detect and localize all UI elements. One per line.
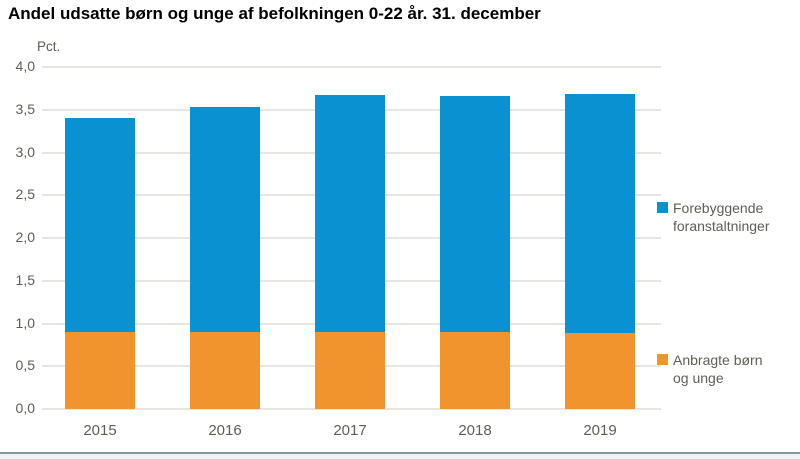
x-tick-label: 2017 <box>333 422 367 439</box>
y-tick-label: 0,0 <box>15 400 35 416</box>
legend-label: Anbragte børn og unge <box>673 352 763 386</box>
y-axis-unit-label: Pct. <box>37 39 61 54</box>
bar-segment-2017 <box>315 332 385 409</box>
legend-swatch-blue-icon <box>657 202 668 213</box>
y-tick-label: 0,5 <box>15 357 35 374</box>
gridline <box>42 66 661 68</box>
x-tick-label: 2016 <box>208 422 242 439</box>
y-tick-label: 1,5 <box>15 271 35 288</box>
bar-segment-2018 <box>440 96 510 333</box>
x-tick-label: 2019 <box>583 422 617 439</box>
bar-segment-2019 <box>565 332 635 409</box>
chart-title: Andel udsatte børn og unge af befolkning… <box>8 4 541 23</box>
legend-item-anbragte: Anbragte børn og unge <box>657 351 763 387</box>
y-tick-label: 4,0 <box>15 58 35 74</box>
legend-label: Forebyggende foranstaltninger <box>673 200 770 234</box>
y-tick-label: 2,0 <box>15 229 35 245</box>
bar-segment-2019 <box>565 93 635 333</box>
y-tick-label: 3,0 <box>15 143 35 160</box>
bar-segment-2017 <box>315 95 385 333</box>
x-tick-label: 2015 <box>83 422 117 439</box>
legend-item-forebyggende: Forebyggende foranstaltninger <box>657 199 770 235</box>
y-tick-label: 2,5 <box>15 186 35 203</box>
y-tick-label: 3,5 <box>15 100 35 117</box>
gridline <box>42 408 661 410</box>
y-tick-label: 1,0 <box>15 314 35 331</box>
bar-segment-2015 <box>65 118 135 333</box>
x-tick-label: 2018 <box>458 422 492 439</box>
legend-swatch-orange-icon <box>657 354 668 365</box>
bar-segment-2015 <box>65 332 135 409</box>
bottom-strip <box>0 454 800 459</box>
bar-segment-2016 <box>190 107 260 333</box>
bar-segment-2016 <box>190 332 260 409</box>
bottom-divider <box>0 452 800 454</box>
bar-segment-2018 <box>440 332 510 409</box>
plot-area <box>42 66 661 410</box>
